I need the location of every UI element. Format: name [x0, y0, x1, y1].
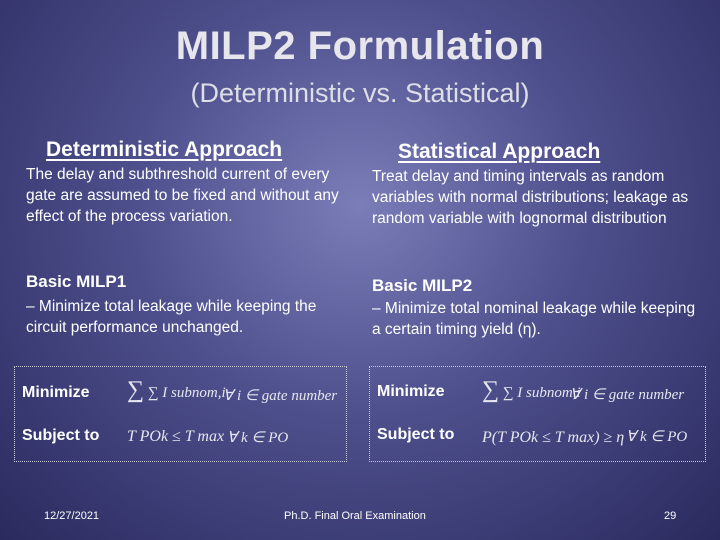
objective-formula: ∑ ∑ I subnom,i — [482, 377, 581, 403]
slide-title: MILP2 Formulation — [175, 24, 545, 68]
footer-date: 12/27/2021 — [44, 510, 100, 522]
footer-title: Ph.D. Final Oral Examination — [284, 510, 426, 522]
milp1-title: Basic MILP1 — [26, 272, 127, 291]
minimize-label: Minimize — [22, 384, 90, 401]
objective-text: ∑ I subnom,i — [147, 385, 226, 401]
deterministic-description: The delay and subthreshold current of ev… — [26, 166, 339, 225]
constraint-formula: P(T POk ≤ T max) ≥ η — [482, 429, 625, 446]
constraint-formula: T POk ≤ T max — [127, 428, 225, 445]
constraint-domain: ∀ k ∈ PO — [626, 429, 688, 445]
objective-text: ∑ I subnom,i — [502, 385, 581, 401]
constraint-domain: ∀ k ∈ PO — [227, 430, 289, 446]
statistical-description: Treat delay and timing intervals as rand… — [372, 168, 689, 227]
page-number: 29 — [664, 510, 677, 522]
objective-domain: ∀ i ∈ gate number — [223, 388, 338, 404]
deterministic-heading: Deterministic Approach — [46, 138, 283, 161]
milp1-description: – Minimize total leakage while keeping t… — [26, 298, 317, 336]
deterministic-formula-box: Minimize Subject to ∑ ∑ I subnom,i ∀ i ∈… — [14, 366, 347, 462]
objective-formula: ∑ ∑ I subnom,i — [127, 377, 226, 403]
subject-to-label: Subject to — [377, 426, 455, 443]
statistical-formula-box: Minimize Subject to ∑ ∑ I subnom,i ∀ i ∈… — [369, 366, 706, 462]
minimize-label: Minimize — [377, 383, 445, 400]
milp2-description: – Minimize total nominal leakage while k… — [372, 300, 696, 338]
slide-subtitle: (Deterministic vs. Statistical) — [190, 78, 530, 108]
milp2-title: Basic MILP2 — [372, 276, 473, 295]
objective-domain: ∀ i ∈ gate number — [570, 387, 685, 403]
statistical-heading: Statistical Approach — [398, 140, 601, 163]
subject-to-label: Subject to — [22, 427, 100, 444]
